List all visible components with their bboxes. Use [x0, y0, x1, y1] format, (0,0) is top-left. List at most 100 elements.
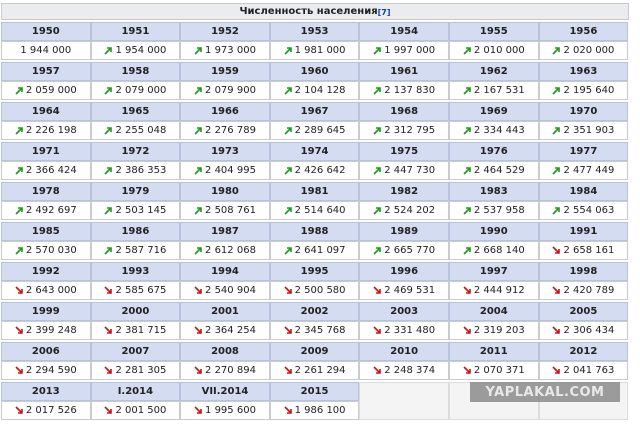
year-header: 1955 [449, 22, 539, 41]
population-value: 2 612 068 [205, 245, 256, 256]
population-cell: 2 540 904 [180, 281, 270, 300]
population-value: 2 070 371 [473, 365, 525, 376]
population-value: 2 570 030 [25, 245, 77, 256]
year-header: 1956 [538, 22, 629, 41]
trend-arrow [194, 167, 202, 175]
trend-arrow [552, 207, 561, 215]
year-header: 1961 [359, 62, 449, 81]
trend-arrow [552, 167, 561, 175]
population-cell: 2 668 140 [449, 241, 539, 260]
trend-arrow [463, 127, 471, 135]
table-title: Численность населения [7] [1, 3, 629, 20]
year-header: 1962 [449, 62, 539, 81]
population-cell: 2 281 305 [90, 361, 181, 380]
year-header: 1985 [1, 222, 91, 241]
reference-link[interactable]: [7] [377, 7, 391, 17]
population-value: 2 270 894 [205, 365, 256, 376]
trend-arrow [15, 286, 23, 294]
population-cell: 1 997 000 [359, 41, 449, 60]
population-cell: 2 386 353 [90, 161, 181, 180]
population-value: 2 447 730 [384, 165, 436, 176]
population-value: 2 381 715 [115, 325, 167, 336]
population-value: 2 658 161 [563, 245, 615, 256]
year-header: 1987 [180, 222, 270, 241]
trend-arrow [284, 286, 292, 294]
population-cell: 2 351 903 [538, 121, 629, 140]
year-header: 2009 [269, 342, 360, 361]
population-cell: 2 399 248 [1, 321, 91, 340]
title-text: Численность населения [239, 6, 378, 17]
trend-arrow [373, 167, 382, 175]
year-header: 1997 [449, 262, 539, 281]
population-value: 2 366 424 [25, 165, 77, 176]
year-header: 1990 [449, 222, 539, 241]
population-value: 2 364 254 [205, 325, 256, 336]
population-value: 2 665 770 [384, 245, 436, 256]
year-header: 1970 [538, 102, 629, 121]
year-header: I.2014 [90, 382, 181, 401]
year-header: 1993 [90, 262, 181, 281]
population-cell: 2 306 434 [538, 321, 629, 340]
population-value: 2 226 198 [25, 125, 77, 136]
population-cell: 2 658 161 [538, 241, 629, 260]
trend-arrow [104, 286, 113, 294]
population-value: 2 386 353 [115, 165, 167, 176]
trend-arrow [552, 47, 561, 55]
population-value: 2 585 675 [115, 285, 167, 296]
year-header: 2001 [180, 302, 270, 321]
trend-arrow [463, 326, 471, 334]
trend-arrow [194, 406, 202, 414]
population-cell: 2 444 912 [449, 281, 539, 300]
population-value: 2 017 526 [25, 405, 77, 416]
population-cell: 2 010 000 [449, 41, 539, 60]
year-header: 1966 [180, 102, 270, 121]
population-value: 2 668 140 [473, 245, 525, 256]
trend-arrow [373, 207, 382, 215]
trend-arrow [104, 366, 113, 374]
population-cell: 2 059 000 [1, 81, 91, 100]
population-cell: 2 079 000 [90, 81, 181, 100]
year-header: 1950 [1, 22, 91, 41]
trend-arrow [15, 127, 23, 135]
population-cell: 1 986 100 [269, 401, 360, 420]
year-header: 1975 [359, 142, 449, 161]
trend-arrow [194, 326, 202, 334]
population-cell: 2 289 645 [269, 121, 360, 140]
population-value: 2 404 995 [205, 165, 256, 176]
trend-arrow [373, 47, 382, 55]
population-value: 1 986 100 [294, 405, 346, 416]
trend-arrow [194, 87, 202, 95]
population-cell: 2 017 526 [1, 401, 91, 420]
population-cell: 2 319 203 [449, 321, 539, 340]
trend-arrow [463, 47, 471, 55]
population-cell: 2 641 097 [269, 241, 360, 260]
population-value: 2 276 789 [205, 125, 256, 136]
trend-arrow [552, 366, 561, 374]
population-cell: 2 554 063 [538, 201, 629, 220]
population-cell: 2 294 590 [1, 361, 91, 380]
trend-arrow [194, 366, 202, 374]
trend-arrow [194, 286, 202, 294]
trend-arrow [552, 87, 561, 95]
population-value: 2 524 202 [384, 205, 436, 216]
year-header: 1965 [90, 102, 181, 121]
population-cell: 2 331 480 [359, 321, 449, 340]
population-cell: 2 137 830 [359, 81, 449, 100]
population-value: 2 477 449 [563, 165, 615, 176]
trend-arrow [194, 127, 202, 135]
population-cell: 2 255 048 [90, 121, 181, 140]
trend-arrow [104, 87, 113, 95]
population-value: 2 167 531 [473, 85, 525, 96]
population-cell: 2 070 371 [449, 361, 539, 380]
population-value: 2 554 063 [563, 205, 615, 216]
population-value: 1 944 000 [20, 45, 72, 56]
year-header: 2000 [90, 302, 181, 321]
trend-arrow [373, 247, 382, 255]
trend-arrow [373, 366, 382, 374]
population-cell: 2 345 768 [269, 321, 360, 340]
trend-arrow [104, 167, 113, 175]
population-value: 2 281 305 [115, 365, 167, 376]
trend-arrow [284, 207, 292, 215]
trend-arrow [15, 87, 23, 95]
